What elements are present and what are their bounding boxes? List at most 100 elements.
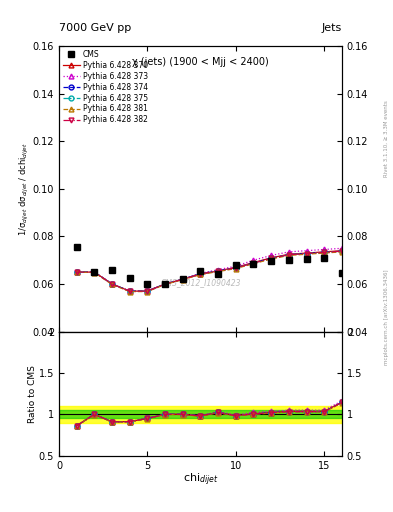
CMS bbox=[74, 244, 79, 250]
Pythia 6.428 381 bbox=[233, 265, 238, 271]
Pythia 6.428 374 bbox=[163, 281, 167, 287]
CMS bbox=[251, 261, 256, 267]
Pythia 6.428 373 bbox=[340, 245, 344, 251]
Pythia 6.428 375 bbox=[233, 265, 238, 271]
Pythia 6.428 381 bbox=[198, 271, 203, 278]
Pythia 6.428 382 bbox=[269, 255, 274, 261]
Pythia 6.428 382 bbox=[340, 248, 344, 254]
Pythia 6.428 370 bbox=[322, 249, 327, 255]
Pythia 6.428 375 bbox=[110, 281, 114, 287]
Pythia 6.428 373 bbox=[180, 276, 185, 282]
Pythia 6.428 381 bbox=[163, 282, 167, 288]
Pythia 6.428 375 bbox=[163, 281, 167, 287]
Pythia 6.428 370 bbox=[74, 269, 79, 275]
Line: Pythia 6.428 375: Pythia 6.428 375 bbox=[74, 249, 344, 293]
Pythia 6.428 370 bbox=[233, 264, 238, 270]
Pythia 6.428 373 bbox=[110, 281, 114, 287]
Pythia 6.428 370 bbox=[180, 276, 185, 282]
Pythia 6.428 374 bbox=[198, 271, 203, 277]
Pythia 6.428 382 bbox=[233, 265, 238, 271]
Pythia 6.428 382 bbox=[251, 260, 256, 266]
Pythia 6.428 381 bbox=[180, 276, 185, 283]
Pythia 6.428 373 bbox=[233, 263, 238, 269]
Pythia 6.428 381 bbox=[216, 268, 220, 274]
Pythia 6.428 374 bbox=[145, 288, 150, 294]
Pythia 6.428 374 bbox=[180, 276, 185, 282]
CMS bbox=[127, 275, 132, 281]
Pythia 6.428 375 bbox=[251, 260, 256, 266]
Line: Pythia 6.428 374: Pythia 6.428 374 bbox=[74, 249, 344, 293]
Pythia 6.428 370 bbox=[304, 250, 309, 256]
Pythia 6.428 381 bbox=[110, 282, 114, 288]
Pythia 6.428 370 bbox=[286, 251, 291, 258]
Pythia 6.428 370 bbox=[340, 248, 344, 254]
Pythia 6.428 375 bbox=[92, 269, 97, 275]
Pythia 6.428 375 bbox=[269, 255, 274, 261]
Pythia 6.428 375 bbox=[74, 269, 79, 275]
X-axis label: chi$_{dijet}$: chi$_{dijet}$ bbox=[183, 472, 218, 488]
Pythia 6.428 381 bbox=[145, 289, 150, 295]
Pythia 6.428 375 bbox=[216, 268, 220, 274]
Legend: CMS, Pythia 6.428 370, Pythia 6.428 373, Pythia 6.428 374, Pythia 6.428 375, Pyt: CMS, Pythia 6.428 370, Pythia 6.428 373,… bbox=[61, 48, 149, 126]
Pythia 6.428 373 bbox=[145, 288, 150, 294]
Pythia 6.428 375 bbox=[127, 288, 132, 294]
CMS bbox=[286, 257, 291, 263]
Pythia 6.428 382 bbox=[145, 288, 150, 294]
Pythia 6.428 382 bbox=[180, 276, 185, 282]
Line: Pythia 6.428 382: Pythia 6.428 382 bbox=[74, 249, 344, 293]
Pythia 6.428 381 bbox=[269, 256, 274, 262]
Pythia 6.428 382 bbox=[92, 269, 97, 275]
Pythia 6.428 373 bbox=[216, 267, 220, 273]
Pythia 6.428 374 bbox=[92, 269, 97, 275]
Pythia 6.428 373 bbox=[251, 257, 256, 263]
Pythia 6.428 381 bbox=[286, 252, 291, 259]
Y-axis label: Ratio to CMS: Ratio to CMS bbox=[28, 365, 37, 422]
Pythia 6.428 382 bbox=[198, 271, 203, 277]
Pythia 6.428 370 bbox=[198, 271, 203, 278]
Pythia 6.428 373 bbox=[198, 270, 203, 276]
CMS bbox=[163, 281, 167, 287]
Pythia 6.428 381 bbox=[322, 250, 327, 256]
Y-axis label: 1/σ$_{dijet}$ dσ$_{dijet}$ / dchi$_{dijet}$: 1/σ$_{dijet}$ dσ$_{dijet}$ / dchi$_{dije… bbox=[18, 142, 31, 236]
Pythia 6.428 374 bbox=[110, 281, 114, 287]
Pythia 6.428 374 bbox=[251, 260, 256, 266]
Pythia 6.428 373 bbox=[74, 269, 79, 275]
CMS bbox=[216, 271, 220, 278]
Pythia 6.428 381 bbox=[127, 289, 132, 295]
CMS bbox=[180, 276, 185, 282]
CMS bbox=[233, 262, 238, 268]
CMS bbox=[92, 269, 97, 275]
Pythia 6.428 374 bbox=[304, 250, 309, 257]
Pythia 6.428 381 bbox=[74, 269, 79, 275]
Pythia 6.428 382 bbox=[304, 250, 309, 257]
Pythia 6.428 374 bbox=[216, 268, 220, 274]
Text: Rivet 3.1.10, ≥ 3.3M events: Rivet 3.1.10, ≥ 3.3M events bbox=[384, 100, 389, 177]
Pythia 6.428 370 bbox=[216, 268, 220, 274]
Pythia 6.428 373 bbox=[304, 248, 309, 254]
Pythia 6.428 373 bbox=[286, 249, 291, 255]
Pythia 6.428 381 bbox=[92, 269, 97, 275]
Pythia 6.428 374 bbox=[286, 251, 291, 258]
Line: CMS: CMS bbox=[74, 244, 345, 287]
Pythia 6.428 373 bbox=[163, 281, 167, 287]
Text: mcplots.cern.ch [arXiv:1306.3436]: mcplots.cern.ch [arXiv:1306.3436] bbox=[384, 270, 389, 365]
Pythia 6.428 382 bbox=[286, 251, 291, 258]
CMS bbox=[110, 267, 114, 273]
Pythia 6.428 381 bbox=[340, 249, 344, 255]
CMS bbox=[322, 255, 327, 261]
Pythia 6.428 374 bbox=[233, 265, 238, 271]
Pythia 6.428 375 bbox=[145, 288, 150, 294]
Text: 7000 GeV pp: 7000 GeV pp bbox=[59, 23, 131, 33]
Pythia 6.428 382 bbox=[110, 281, 114, 287]
Pythia 6.428 370 bbox=[110, 281, 114, 287]
Pythia 6.428 374 bbox=[322, 249, 327, 255]
Bar bbox=[59, 410, 342, 418]
Text: χ (jets) (1900 < Mjj < 2400): χ (jets) (1900 < Mjj < 2400) bbox=[132, 57, 269, 68]
Pythia 6.428 382 bbox=[322, 249, 327, 255]
Pythia 6.428 382 bbox=[216, 268, 220, 274]
Line: Pythia 6.428 373: Pythia 6.428 373 bbox=[74, 246, 344, 293]
Pythia 6.428 370 bbox=[127, 288, 132, 294]
Text: Jets: Jets bbox=[321, 23, 342, 33]
Pythia 6.428 381 bbox=[251, 261, 256, 267]
Pythia 6.428 374 bbox=[74, 269, 79, 275]
